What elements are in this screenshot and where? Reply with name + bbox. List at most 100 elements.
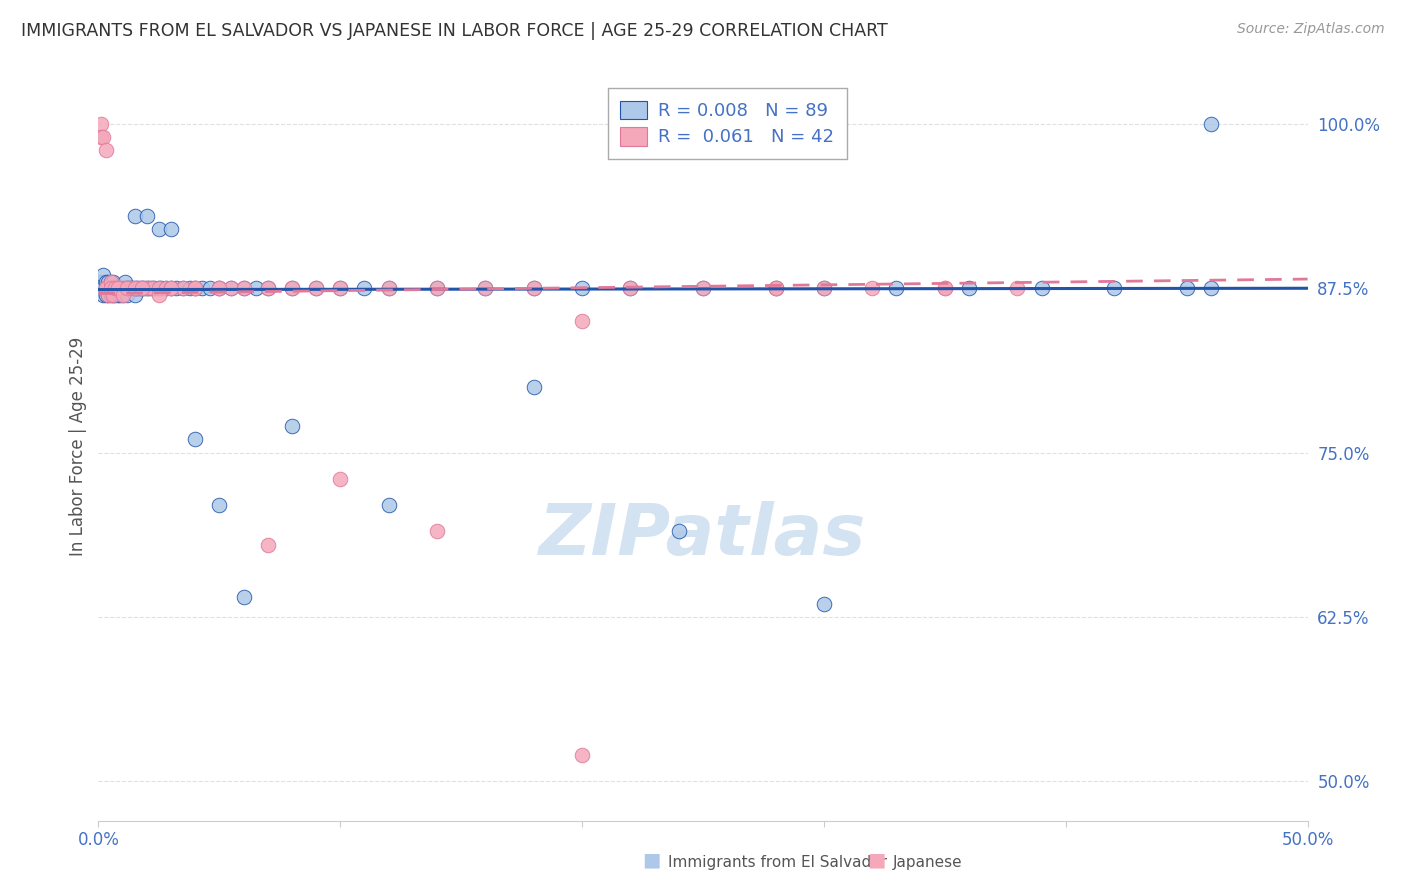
Point bbox=[305, 281, 328, 295]
Point bbox=[765, 281, 787, 295]
Point bbox=[165, 281, 187, 295]
Point bbox=[256, 538, 278, 552]
Point bbox=[101, 281, 124, 295]
Point bbox=[426, 524, 449, 539]
Point bbox=[281, 281, 304, 295]
Point bbox=[100, 281, 122, 295]
Point bbox=[104, 281, 127, 295]
Point bbox=[571, 281, 593, 295]
Point bbox=[155, 281, 177, 295]
Point bbox=[131, 281, 153, 295]
Point bbox=[117, 281, 139, 295]
Point bbox=[104, 281, 127, 295]
Point bbox=[221, 281, 243, 295]
Point bbox=[426, 281, 449, 295]
Point bbox=[474, 281, 496, 295]
Point bbox=[426, 281, 449, 295]
Point bbox=[104, 288, 127, 302]
Point bbox=[108, 281, 131, 295]
Point bbox=[94, 288, 117, 302]
Point bbox=[107, 281, 129, 295]
Point bbox=[1102, 281, 1125, 295]
Point bbox=[1175, 281, 1198, 295]
Point bbox=[860, 281, 883, 295]
Point bbox=[100, 275, 122, 289]
Point bbox=[100, 281, 122, 295]
Point bbox=[90, 275, 112, 289]
Point bbox=[148, 222, 170, 236]
Point bbox=[111, 281, 134, 295]
Point bbox=[143, 281, 166, 295]
Point bbox=[114, 281, 136, 295]
Point bbox=[692, 281, 714, 295]
Text: ■: ■ bbox=[868, 851, 886, 870]
Point bbox=[124, 288, 146, 302]
Point bbox=[124, 281, 146, 295]
Y-axis label: In Labor Force | Age 25-29: In Labor Force | Age 25-29 bbox=[69, 336, 87, 556]
Point bbox=[813, 597, 835, 611]
Point bbox=[148, 288, 170, 302]
Point bbox=[353, 281, 375, 295]
Point bbox=[90, 130, 112, 145]
Point bbox=[208, 281, 231, 295]
Point bbox=[571, 747, 593, 762]
Text: ZIPatlas: ZIPatlas bbox=[540, 501, 866, 570]
Point bbox=[117, 281, 139, 295]
Point bbox=[523, 380, 546, 394]
Point bbox=[377, 498, 399, 512]
Point bbox=[104, 281, 127, 295]
Point bbox=[94, 281, 117, 295]
Point bbox=[111, 288, 134, 302]
Point bbox=[256, 281, 278, 295]
Point bbox=[135, 281, 157, 295]
Point bbox=[94, 281, 117, 295]
Point bbox=[135, 209, 157, 223]
Point bbox=[90, 117, 112, 131]
Point bbox=[232, 281, 254, 295]
Text: Immigrants from El Salvador: Immigrants from El Salvador bbox=[668, 855, 887, 870]
Point bbox=[121, 281, 143, 295]
Text: Japanese: Japanese bbox=[893, 855, 963, 870]
Point bbox=[329, 281, 352, 295]
Point bbox=[97, 281, 120, 295]
Point bbox=[100, 288, 122, 302]
Point bbox=[97, 288, 120, 302]
Point bbox=[208, 281, 231, 295]
Point bbox=[100, 281, 122, 295]
Point bbox=[377, 281, 399, 295]
Point bbox=[377, 281, 399, 295]
Point bbox=[111, 281, 134, 295]
Point bbox=[1199, 117, 1222, 131]
Point bbox=[208, 281, 231, 295]
Point bbox=[191, 281, 214, 295]
Point bbox=[329, 281, 352, 295]
Point bbox=[155, 281, 177, 295]
Point bbox=[90, 281, 112, 295]
Point bbox=[184, 281, 207, 295]
Point bbox=[184, 433, 207, 447]
Point bbox=[571, 314, 593, 328]
Point bbox=[232, 590, 254, 604]
Point bbox=[135, 281, 157, 295]
Point bbox=[184, 281, 207, 295]
Point bbox=[101, 275, 124, 289]
Point bbox=[104, 281, 127, 295]
Point bbox=[474, 281, 496, 295]
Point bbox=[184, 281, 207, 295]
Point bbox=[813, 281, 835, 295]
Point bbox=[138, 281, 160, 295]
Point bbox=[305, 281, 328, 295]
Point bbox=[150, 281, 173, 295]
Point bbox=[523, 281, 546, 295]
Point bbox=[91, 130, 114, 145]
Point bbox=[668, 524, 690, 539]
Point bbox=[329, 472, 352, 486]
Point bbox=[108, 281, 131, 295]
Point bbox=[765, 281, 787, 295]
Point bbox=[108, 288, 131, 302]
Point bbox=[208, 498, 231, 512]
Text: ■: ■ bbox=[643, 851, 661, 870]
Point bbox=[245, 281, 267, 295]
Point bbox=[97, 275, 120, 289]
Point bbox=[127, 281, 149, 295]
